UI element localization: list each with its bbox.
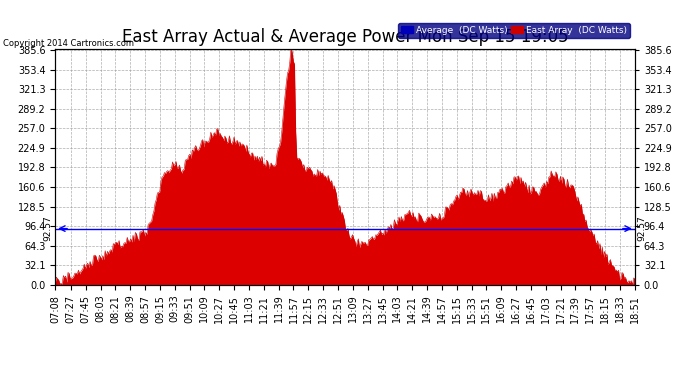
Text: 92.57: 92.57 (43, 216, 52, 242)
Legend: Average  (DC Watts), East Array  (DC Watts): Average (DC Watts), East Array (DC Watts… (398, 23, 630, 38)
Title: East Array Actual & Average Power Mon Sep 15 19:05: East Array Actual & Average Power Mon Se… (121, 28, 569, 46)
Text: 92.57: 92.57 (638, 216, 647, 242)
Text: Copyright 2014 Cartronics.com: Copyright 2014 Cartronics.com (3, 39, 135, 48)
